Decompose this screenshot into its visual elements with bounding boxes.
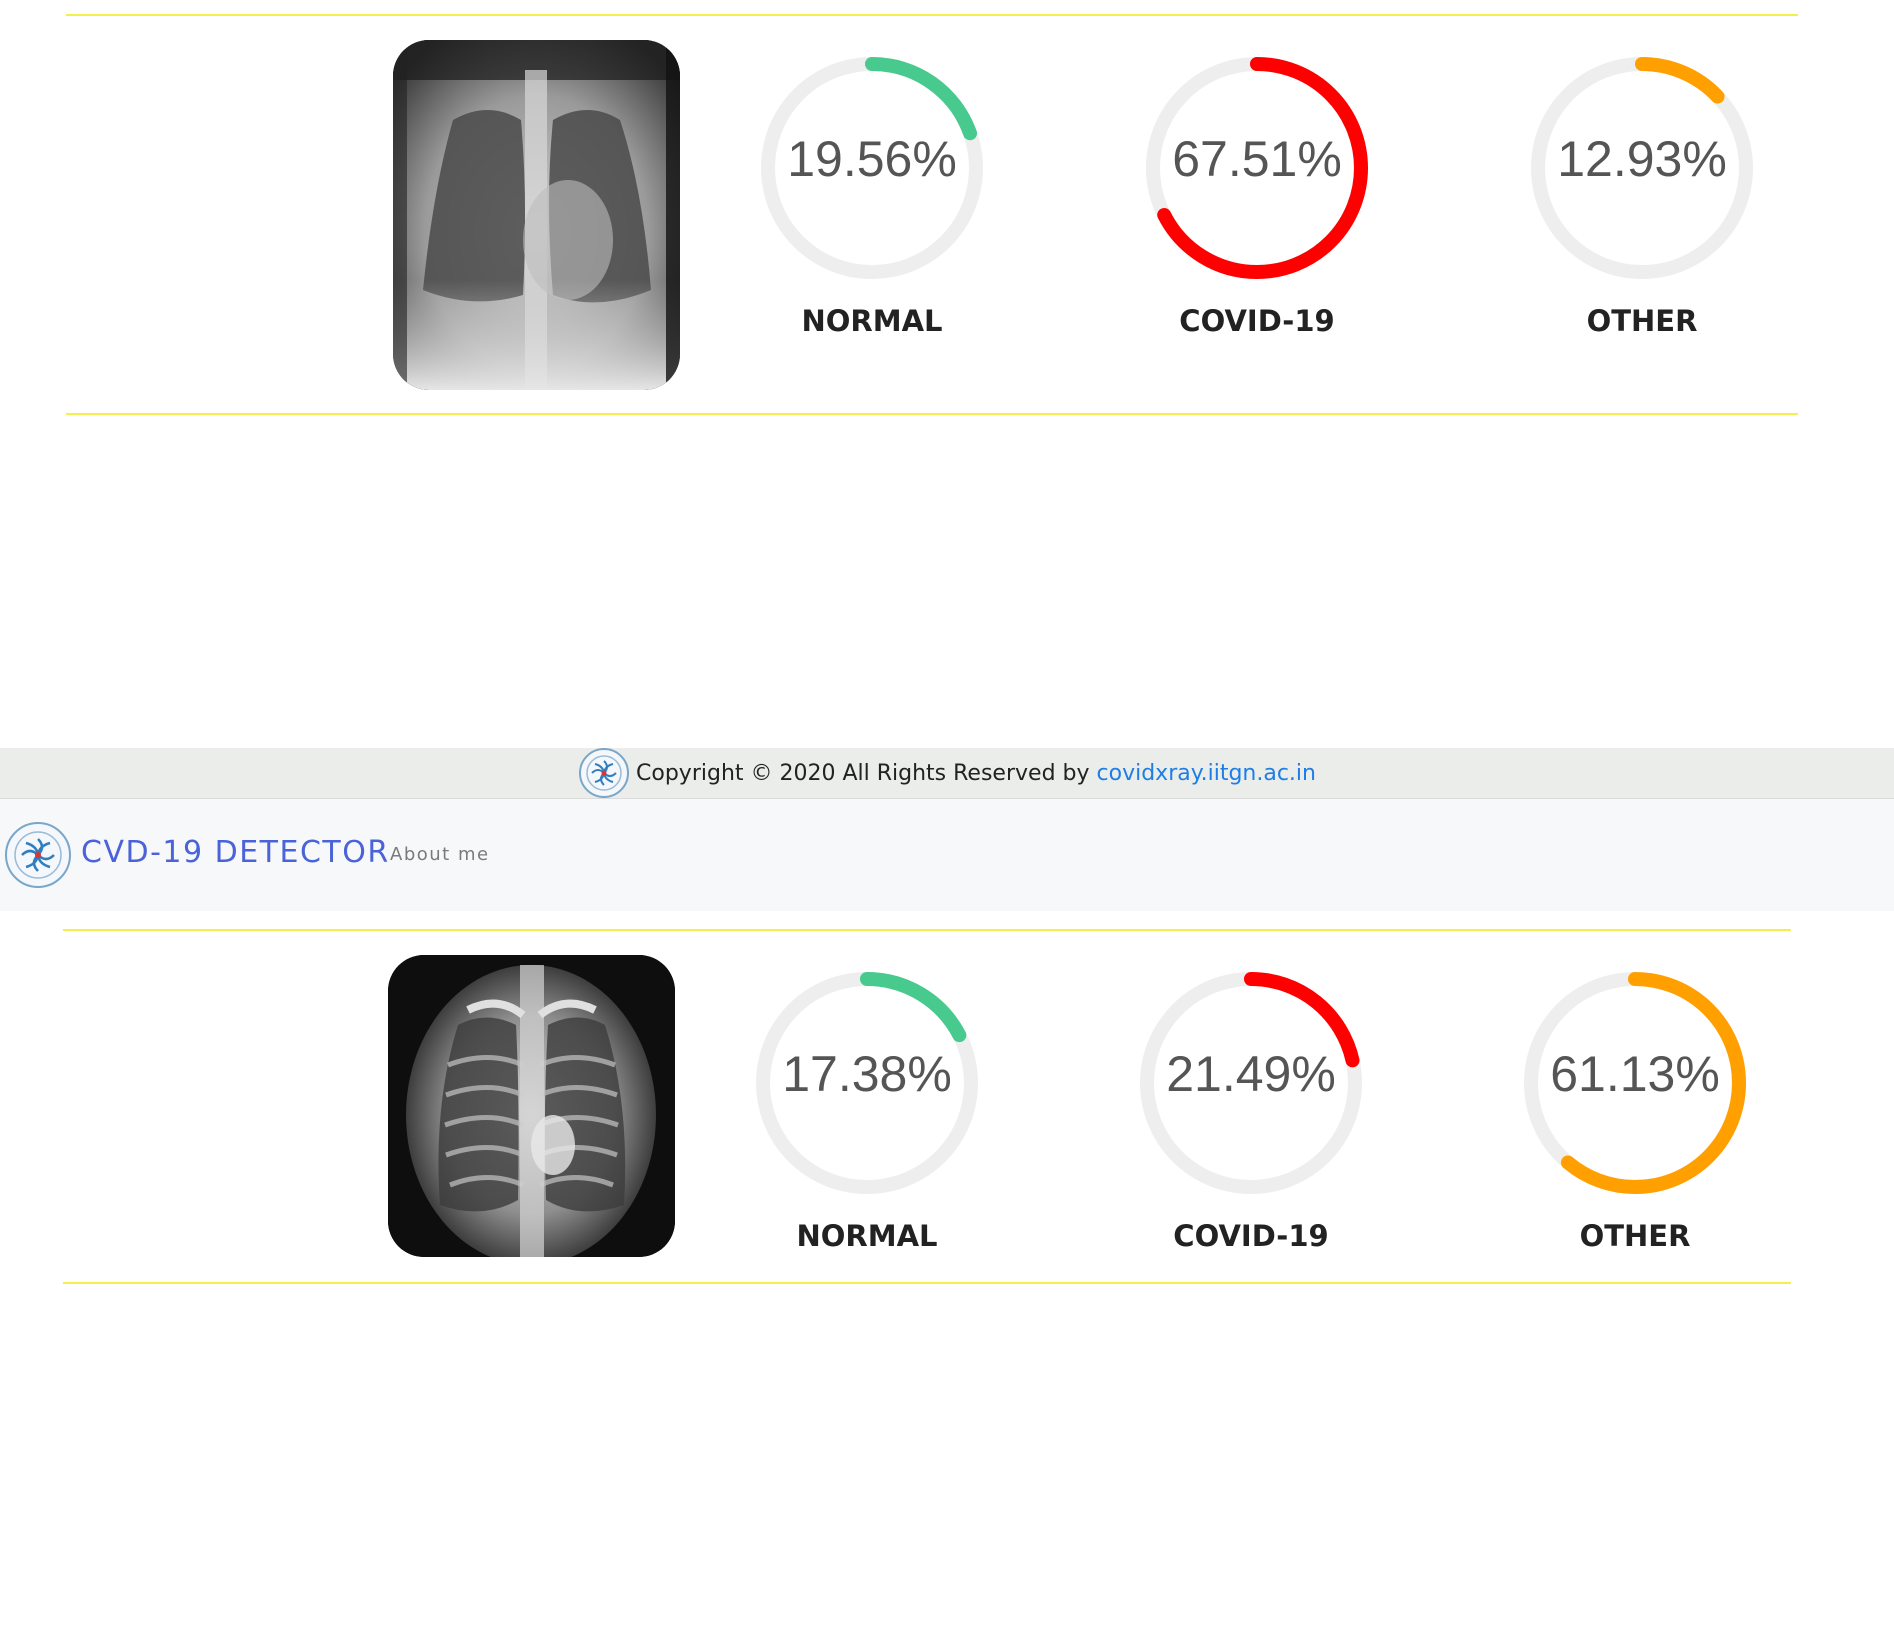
gauge-label: COVID-19 (1179, 304, 1335, 338)
gauge-normal-1: 19.56% NORMAL (758, 54, 986, 344)
gauge-covid-1: 67.51% COVID-19 (1143, 54, 1371, 344)
gauge-other-1: 12.93% OTHER (1528, 54, 1756, 344)
separator-bottom-2 (63, 1282, 1791, 1284)
separator-top-2 (63, 929, 1791, 931)
footer: Copyright © 2020 All Rights Reserved by … (0, 748, 1894, 799)
brand-logo-icon[interactable] (4, 821, 72, 889)
separator-top-1 (66, 14, 1798, 16)
gauge-covid-2: 21.49% COVID-19 (1137, 969, 1365, 1259)
copyright-text: Copyright © 2020 All Rights Reserved by (636, 760, 1090, 786)
gauge-ring (1524, 972, 1746, 1194)
gauge-other-2: 61.13% OTHER (1521, 969, 1749, 1259)
gauge-ring (1140, 972, 1362, 1194)
gauge-label: NORMAL (796, 1219, 938, 1253)
gauge-label: COVID-19 (1173, 1219, 1329, 1253)
gauge-arc (1524, 972, 1746, 1194)
footer-site-link[interactable]: covidxray.iitgn.ac.in (1096, 760, 1316, 786)
nav-about-me[interactable]: About me (390, 844, 490, 865)
gauge-percent: 21.49% (1166, 1046, 1336, 1102)
gauge-label: NORMAL (801, 304, 943, 338)
gauge-ring (761, 57, 983, 279)
gauge-arc (756, 972, 978, 1194)
brand-title[interactable]: CVD-19 DETECTOR (81, 835, 390, 870)
gauge-ring (1531, 57, 1753, 279)
gauge-normal-2: 17.38% NORMAL (753, 969, 981, 1259)
gauge-ring (756, 972, 978, 1194)
xray-image-2 (388, 955, 675, 1257)
navbar: CVD-19 DETECTOR About me (0, 799, 1894, 911)
separator-bottom-1 (66, 413, 1798, 415)
gauge-label: OTHER (1579, 1219, 1691, 1253)
gauge-percent: 17.38% (782, 1046, 952, 1102)
xray-image-1 (393, 40, 680, 390)
gauge-label: OTHER (1586, 304, 1698, 338)
gauge-arc (761, 57, 983, 279)
gauge-percent: 67.51% (1172, 131, 1342, 187)
gauge-percent: 19.56% (787, 131, 957, 187)
gauge-arc (1531, 57, 1753, 279)
result-section-2: 17.38% NORMAL 21.49% COVID-19 61.13% OTH… (0, 955, 1894, 1305)
gauge-arc (1146, 57, 1368, 279)
gauge-ring (1146, 57, 1368, 279)
gauge-percent: 61.13% (1550, 1046, 1720, 1102)
result-section-1: 19.56% NORMAL 67.51% COVID-19 12.93% OTH… (0, 40, 1894, 390)
gauge-percent: 12.93% (1557, 131, 1727, 187)
gauge-arc (1140, 972, 1362, 1194)
institute-logo-icon (579, 748, 630, 798)
